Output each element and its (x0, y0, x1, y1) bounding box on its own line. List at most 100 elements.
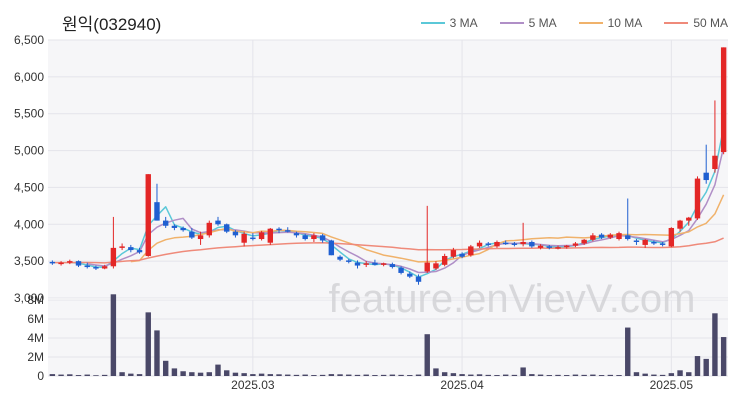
volume-bar (694, 356, 701, 376)
candle-body (459, 253, 465, 257)
ma-line-50ma (52, 237, 724, 264)
volume-bar (110, 294, 117, 376)
candle (407, 271, 413, 279)
candle (311, 233, 317, 242)
candle (75, 260, 82, 268)
candle-body (389, 264, 396, 268)
legend-label: 50 MA (693, 16, 728, 30)
x-tick-label: 2025.03 (231, 378, 275, 392)
candle (555, 245, 561, 250)
candle-body (328, 240, 335, 256)
candle-body (380, 263, 387, 265)
candle-body (546, 246, 552, 248)
candle (136, 247, 143, 254)
volume-bar (145, 312, 151, 376)
price-tick-label: 6,000 (14, 70, 44, 84)
volume-bar (581, 374, 587, 376)
candle-body (49, 261, 56, 264)
candle (415, 274, 422, 285)
candle-body (415, 276, 422, 282)
candle (354, 260, 361, 269)
volume-bar (84, 374, 90, 376)
candle-body (468, 246, 474, 256)
candle-body (276, 228, 282, 231)
volume-bar (363, 374, 369, 376)
candle-body (119, 246, 125, 248)
volume-bar (494, 375, 500, 376)
candle-body (537, 245, 544, 248)
volume-bar (354, 374, 361, 376)
candle-body (529, 241, 535, 247)
volume-bar (564, 375, 570, 376)
candle-body (633, 240, 640, 243)
candle-body (67, 261, 73, 263)
volume-bar (598, 375, 605, 376)
volume-tick-label: 6M (27, 312, 44, 326)
volume-bar (215, 364, 221, 376)
candle-body (154, 202, 160, 221)
watermark: feature.enVievV.com (329, 277, 696, 321)
candle (319, 233, 326, 243)
candle (145, 174, 151, 257)
candle (241, 231, 247, 247)
legend-label: 3 MA (449, 16, 478, 30)
volume-bar (485, 374, 491, 376)
volume-bar (677, 370, 683, 376)
legend-swatch (499, 22, 524, 24)
volume-bar (372, 375, 378, 376)
volume-bar (67, 374, 73, 376)
legend-swatch (578, 22, 603, 24)
volume-bar (415, 374, 422, 376)
candle (84, 262, 90, 269)
volume-tick-label: 8M (27, 293, 44, 307)
volume-bar (398, 374, 404, 376)
candle (537, 244, 544, 250)
candle (232, 230, 239, 238)
candle (433, 261, 439, 270)
candle (372, 259, 378, 266)
candle-body (407, 273, 413, 277)
volume-bar (346, 374, 352, 376)
candle-body (651, 241, 657, 244)
candle-body (206, 222, 212, 236)
candle-body (128, 247, 134, 251)
volume-bar (441, 372, 448, 376)
volume-bar (616, 375, 622, 376)
candle-body (84, 265, 90, 268)
candle (363, 261, 369, 268)
volume-bar (311, 375, 317, 376)
candle (546, 244, 552, 250)
volume-bar (180, 371, 186, 376)
volume-bar (49, 374, 56, 376)
volume-bar (502, 374, 509, 376)
candle (529, 240, 535, 248)
candle (476, 240, 483, 248)
volume-bar (389, 374, 396, 376)
legend-swatch (420, 22, 445, 24)
candle (572, 241, 579, 248)
price-tick-label: 5,500 (14, 107, 44, 121)
volume-bar (328, 374, 335, 376)
candle-body (668, 227, 675, 247)
candle (607, 233, 614, 240)
price-tick-label: 4,500 (14, 180, 44, 194)
candle-body (110, 247, 117, 267)
candle (250, 233, 256, 241)
volume-bar (529, 374, 535, 376)
candle-body (712, 155, 718, 169)
volume-bar (476, 374, 483, 376)
volume-bar (668, 373, 675, 376)
candle-body (145, 174, 151, 256)
candle (659, 241, 666, 247)
price-tick-label: 3,500 (14, 254, 44, 268)
volume-bar (511, 374, 518, 376)
candle-body (285, 230, 291, 232)
candle (616, 231, 622, 241)
candle (651, 240, 657, 245)
volume-bar (625, 327, 631, 376)
legend: 3 MA 5 MA 10 MA 50 MA (420, 16, 728, 30)
volume-bar (546, 375, 552, 376)
candle-body (694, 178, 701, 219)
candle-body (572, 243, 579, 246)
